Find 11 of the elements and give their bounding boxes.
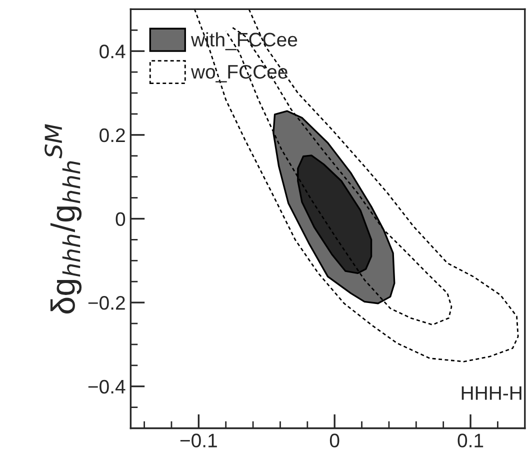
y-axis-title: δg$_{hhh}$/g$_{hhh}$$^{SM}$: [44, 124, 82, 314]
x-tick-label: 0: [330, 434, 340, 448]
y-tick-label: −0.2: [88, 296, 125, 310]
annotation: HHH-H: [462, 386, 522, 400]
x-tick-label: 0.1: [458, 434, 484, 448]
y-tick-label: −0.4: [88, 380, 126, 394]
y-tick-label: 0.2: [100, 128, 125, 142]
legend-label: with_FCCee: [190, 32, 298, 50]
x-tick-label: −0.1: [180, 434, 217, 448]
y-tick-label: 0.4: [100, 44, 126, 58]
y-tick-label: 0: [116, 212, 126, 226]
